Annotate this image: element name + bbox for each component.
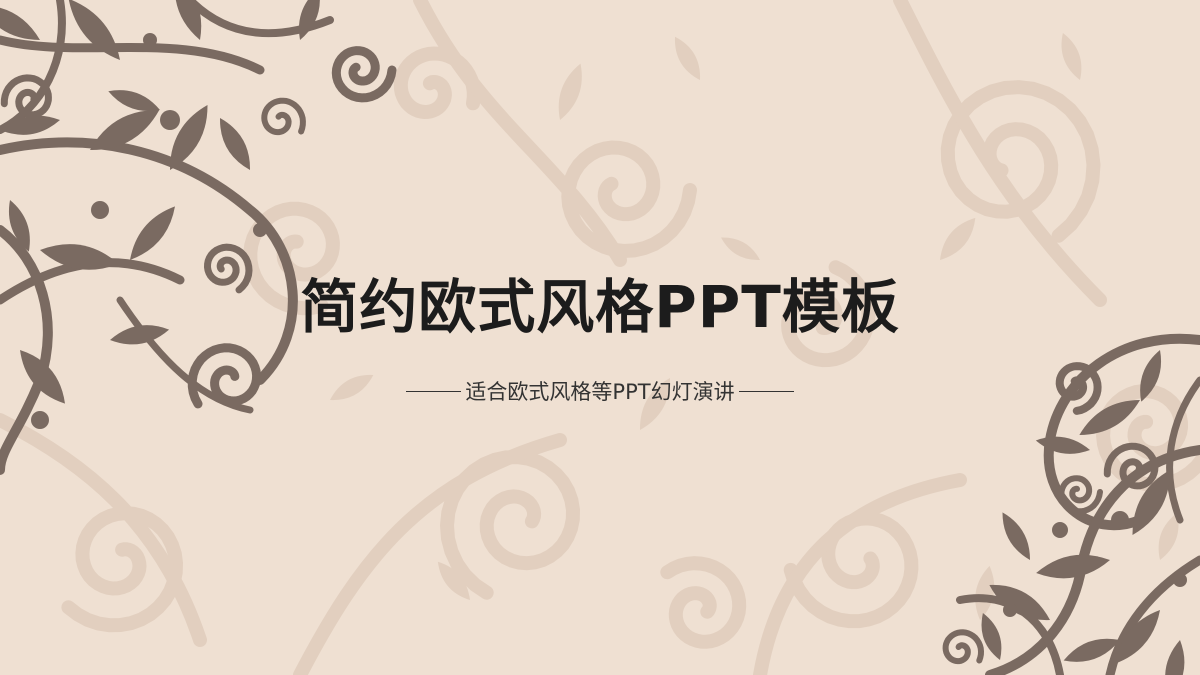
slide-subtitle: 适合欧式风格等PPT幻灯演讲: [465, 380, 735, 404]
slide-title: 简约欧式风格PPT模板: [300, 273, 900, 341]
subtitle-left-rule: [406, 390, 462, 392]
subtitle-row: 适合欧式风格等PPT幻灯演讲: [0, 376, 1200, 406]
subtitle-right-rule: [738, 390, 794, 392]
